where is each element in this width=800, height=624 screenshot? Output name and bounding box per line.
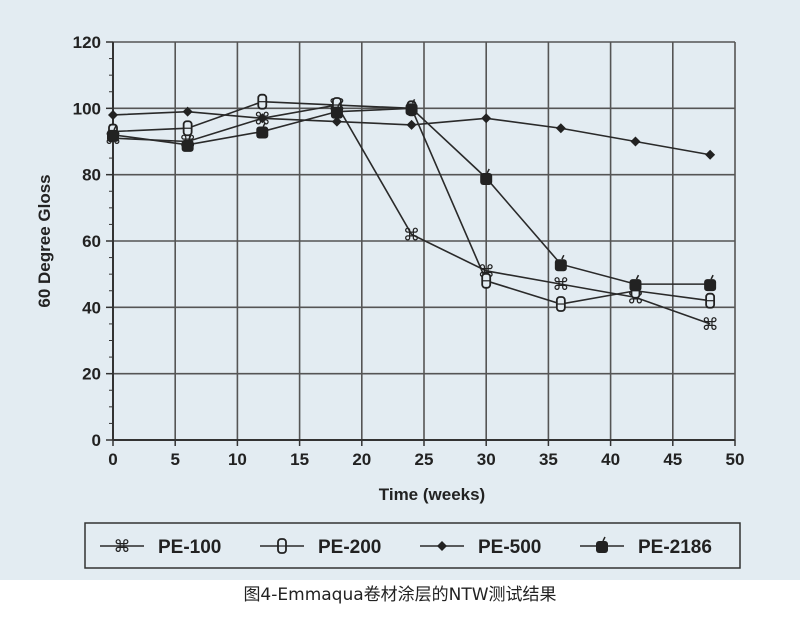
legend-label: PE-100	[158, 537, 221, 558]
x-tick-label: 25	[415, 450, 434, 469]
command-symbol-marker: ⌘	[552, 275, 569, 295]
diamond-shape	[331, 116, 342, 127]
hollow-rounded-rect-marker	[277, 538, 287, 554]
filled-apple-square-marker	[405, 98, 418, 116]
apple-square-stem	[113, 125, 117, 131]
x-tick-label: 20	[352, 450, 371, 469]
apple-square-stem	[635, 274, 640, 280]
x-tick-label: 15	[290, 450, 309, 469]
diamond-marker	[705, 149, 716, 160]
diamond-shape	[406, 119, 417, 130]
command-symbol-glyph: ⌘	[552, 275, 569, 295]
y-axis-label: 60 Degree Gloss	[35, 174, 54, 307]
diamond-marker	[257, 113, 268, 124]
y-tick-label: 60	[82, 232, 101, 251]
filled-apple-square-marker	[629, 274, 642, 292]
diamond-marker	[108, 109, 118, 120]
x-tick-label: 35	[539, 450, 558, 469]
command-symbol-glyph: ⌘	[114, 537, 131, 557]
command-symbol-marker: ⌘	[403, 225, 420, 245]
command-symbol-marker: ⌘	[702, 315, 719, 335]
diamond-shape	[257, 113, 268, 124]
x-tick-label: 30	[477, 450, 496, 469]
diamond-shape	[705, 149, 716, 160]
diamond-marker	[331, 116, 342, 127]
diamond-shape	[481, 113, 492, 124]
diamond-shape	[630, 136, 641, 147]
filled-apple-square-marker	[596, 536, 608, 553]
diamond-marker	[406, 119, 417, 130]
command-symbol-marker: ⌘	[114, 537, 131, 557]
filled-apple-square-marker	[554, 254, 567, 272]
apple-square-body	[596, 541, 608, 553]
line-chart: 0 5 10 15 20 25 30 35 40 45 50 0 20 40 60 80 100 120 ⌘ ⌘ ⌘ ⌘…	[0, 0, 800, 580]
filled-apple-square-marker	[330, 102, 343, 119]
apple-square-body	[256, 126, 269, 139]
figure-caption: 图4-Emmaqua卷材涂层的NTW测试结果	[243, 585, 557, 605]
filled-apple-square-marker	[704, 274, 717, 292]
apple-square-stem	[337, 102, 341, 107]
y-tick-label: 20	[82, 365, 101, 384]
filled-apple-square-marker	[181, 135, 194, 152]
apple-square-stem	[486, 168, 490, 174]
x-tick-label: 40	[601, 450, 620, 469]
y-tick-label: 0	[92, 431, 101, 450]
legend-label: PE-500	[478, 537, 541, 558]
diamond-marker	[630, 136, 641, 147]
x-tick-label: 0	[108, 450, 117, 469]
apple-square-stem	[262, 122, 266, 127]
apple-square-body	[107, 129, 119, 142]
apple-square-body	[405, 103, 418, 116]
legend-label: PE-2186	[638, 537, 712, 558]
apple-square-body	[181, 139, 194, 152]
x-tick-label: 5	[170, 450, 179, 469]
x-tick-label: 50	[726, 450, 745, 469]
diamond-shape	[555, 123, 566, 134]
hollow-rounded-rect-marker	[481, 272, 492, 289]
apple-square-stem	[411, 98, 416, 104]
apple-square-body	[554, 259, 567, 272]
apple-square-body	[330, 106, 343, 119]
chart-background	[0, 0, 800, 580]
command-symbol-glyph: ⌘	[403, 225, 420, 245]
y-tick-label: 40	[82, 298, 101, 317]
apple-square-stem	[561, 254, 565, 260]
y-tick-label: 80	[82, 166, 101, 185]
x-tick-label: 45	[663, 450, 682, 469]
hollow-rounded-rect-marker	[182, 120, 193, 137]
hollow-rounded-rect-marker	[257, 93, 268, 110]
apple-square-stem	[187, 135, 192, 141]
hollow-rounded-rect-marker	[555, 296, 566, 312]
filled-apple-square-marker	[107, 125, 119, 142]
apple-square-stem	[710, 274, 714, 280]
series-line-pe-100	[112, 104, 711, 325]
hollow-rounded-rect-marker	[705, 292, 716, 309]
diamond-shape	[182, 106, 193, 117]
x-tick-label: 10	[228, 450, 247, 469]
diamond-shape	[108, 109, 118, 120]
filled-apple-square-marker	[256, 122, 269, 139]
diamond-marker	[437, 541, 447, 551]
y-tick-label: 100	[73, 99, 101, 118]
y-tick-label: 120	[73, 33, 101, 52]
diamond-shape	[437, 541, 447, 551]
command-symbol-glyph: ⌘	[702, 315, 719, 335]
diamond-marker	[555, 123, 566, 134]
apple-square-body	[704, 279, 717, 292]
legend-box	[84, 522, 741, 569]
apple-square-body	[629, 279, 642, 292]
apple-square-body	[480, 172, 493, 185]
diamond-marker	[182, 106, 193, 117]
x-axis-label: Time (weeks)	[379, 485, 485, 504]
filled-apple-square-marker	[480, 168, 493, 185]
legend-label: PE-200	[318, 537, 381, 558]
apple-square-stem	[602, 536, 606, 542]
diamond-marker	[481, 113, 492, 124]
